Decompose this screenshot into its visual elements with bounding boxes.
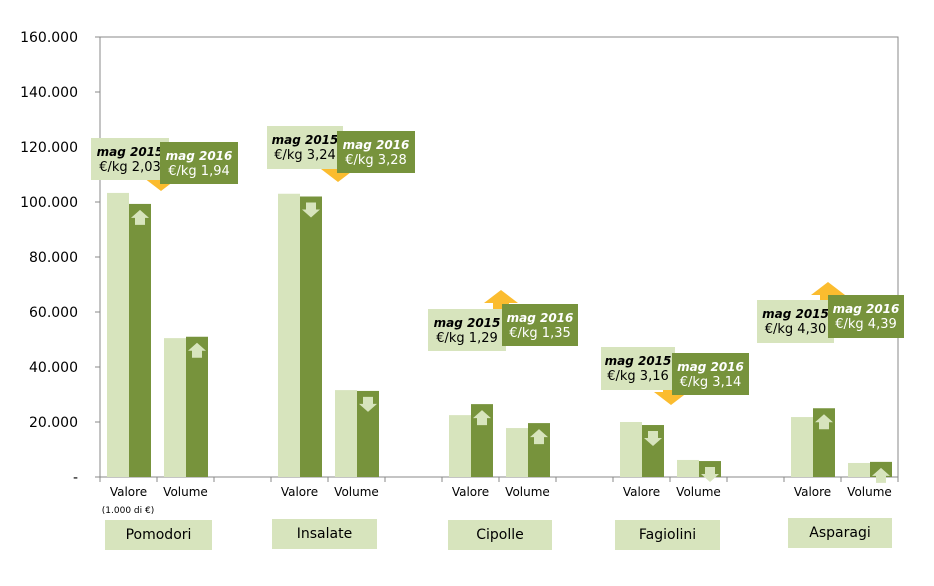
trend-arrow-up-icon	[530, 429, 548, 445]
bar-pomodori-valore-2015	[107, 192, 129, 478]
x-label-volume: Volume	[847, 485, 892, 499]
price-arrow-down-icon	[654, 383, 688, 405]
y-tick-label: 40.000	[29, 360, 78, 376]
callout-2016-pomodori: mag 2016 €/kg 1,94	[160, 142, 238, 184]
x-label-volume: Volume	[676, 485, 721, 499]
bar-asparagi-valore-2016	[813, 408, 835, 477]
x-label-volume: Volume	[505, 485, 550, 499]
x-label-volume: Volume	[163, 485, 208, 499]
category-fagiolini: Fagiolini	[615, 520, 720, 550]
trend-arrow-down-icon	[644, 431, 662, 447]
x-label-volume: Volume	[334, 485, 379, 499]
callout-2015-pomodori: mag 2015 €/kg 2,03	[91, 138, 169, 180]
x-label-valore: Valore	[623, 485, 660, 499]
plot-frame	[99, 36, 899, 478]
x-label-valore: Valore	[794, 485, 831, 499]
bar-insalate-valore-2015	[278, 193, 300, 477]
x-label-valore: Valore	[110, 485, 147, 499]
x-label-valore: Valore	[452, 485, 489, 499]
trend-arrow-up-icon	[815, 414, 833, 430]
callout-2016-insalate: mag 2016 €/kg 3,28	[337, 131, 415, 173]
bar-pomodori-valore-2016	[129, 203, 151, 478]
category-insalate: Insalate	[272, 519, 377, 549]
y-tick-label: 20.000	[29, 415, 78, 431]
bar-insalate-valore-2016	[300, 196, 322, 477]
price-arrow-up-icon	[811, 282, 845, 304]
bar-fagiolini-volume-2015	[677, 459, 699, 477]
bar-fagiolini-valore-2016	[642, 425, 664, 477]
callout-2016-cipolle: mag 2016 €/kg 1,35	[502, 304, 578, 346]
y-tick-label: 80.000	[29, 250, 78, 266]
callout-2015-insalate: mag 2015 €/kg 3,24	[267, 126, 343, 169]
bar-cipolle-valore-2016	[471, 404, 493, 477]
y-tick-label: 160.000	[20, 30, 78, 46]
y-tick-label: 100.000	[20, 195, 78, 211]
x-label-valore: Valore	[281, 485, 318, 499]
trend-arrow-up-icon	[188, 342, 206, 358]
bar-insalate-volume-2015	[335, 390, 357, 477]
y-tick-label: 140.000	[20, 85, 78, 101]
bar-pomodori-volume-2015	[164, 338, 186, 477]
trend-arrow-down-icon	[359, 396, 377, 412]
y-tick-label: 60.000	[29, 305, 78, 321]
bar-cipolle-volume-2015	[506, 428, 528, 477]
category-pomodori: Pomodori	[105, 520, 212, 550]
bar-insalate-volume-2016	[357, 390, 379, 477]
category-cipolle: Cipolle	[448, 520, 552, 550]
y-tick-label: -	[73, 470, 78, 486]
trend-arrow-down-icon	[302, 202, 320, 218]
trend-arrow-up-icon	[473, 410, 491, 426]
bar-asparagi-volume-2015	[848, 462, 870, 477]
trend-arrow-up-icon	[872, 467, 890, 483]
callout-2016-fagiolini: mag 2016 €/kg 3,14	[672, 353, 749, 395]
bar-asparagi-valore-2015	[791, 417, 813, 477]
category-asparagi: Asparagi	[788, 518, 892, 548]
callout-2015-cipolle: mag 2015 €/kg 1,29	[428, 309, 506, 351]
price-arrow-up-icon	[484, 290, 518, 312]
bar-cipolle-valore-2015	[449, 415, 471, 477]
y-tick-label: 120.000	[20, 140, 78, 156]
trend-arrow-down-icon	[701, 467, 719, 483]
bar-fagiolini-valore-2015	[620, 422, 642, 477]
trend-arrow-up-icon	[131, 209, 149, 225]
callout-2016-asparagi: mag 2016 €/kg 4,39	[828, 295, 904, 338]
unit-note: (1.000 di €)	[102, 506, 154, 516]
bar-pomodori-volume-2016	[186, 336, 208, 477]
callout-2015-asparagi: mag 2015 €/kg 4,30	[757, 300, 834, 343]
callout-2015-fagiolini: mag 2015 €/kg 3,16	[601, 347, 675, 390]
